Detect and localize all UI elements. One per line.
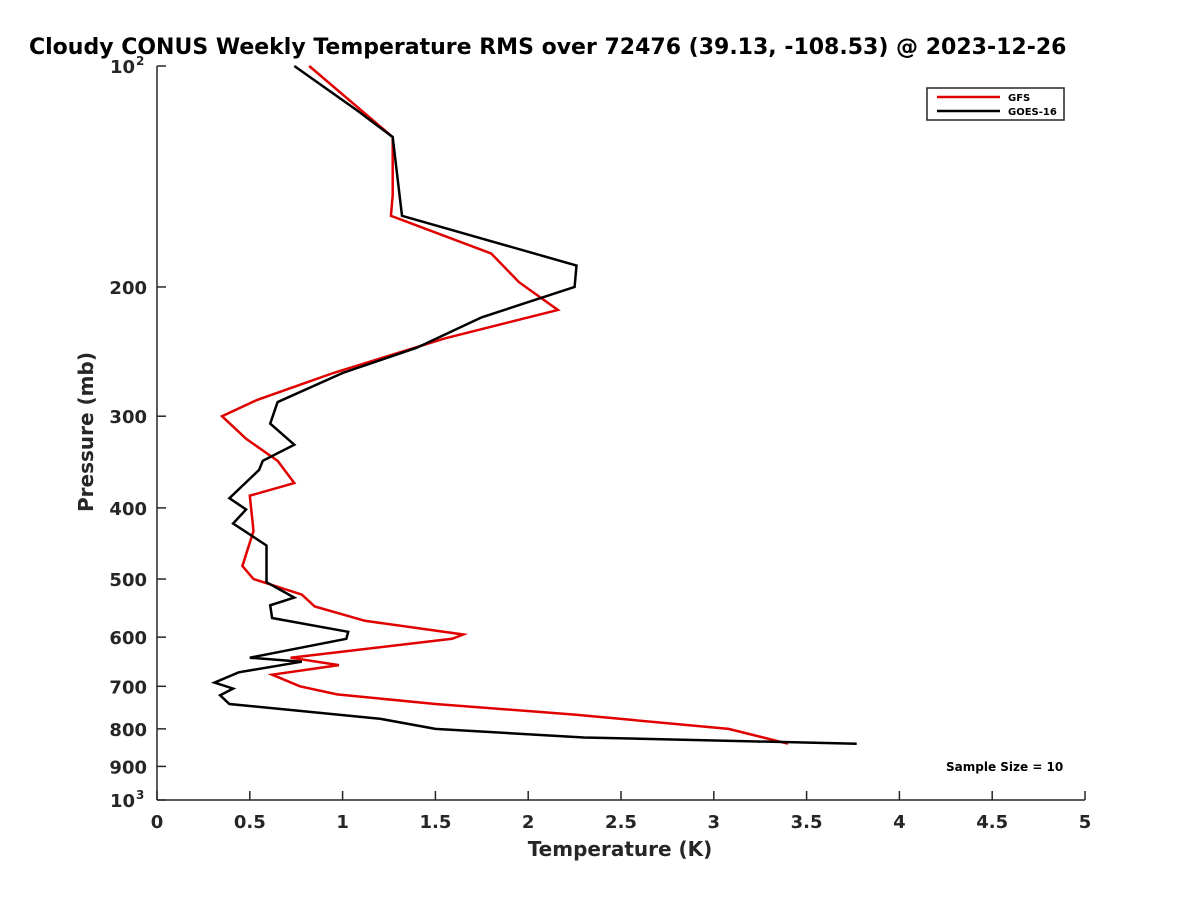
axes-layer: 0 0.5 1 1.5 2 2.5 3 3.5 4 4.5 510 22003004005006007…: [109, 54, 1091, 833]
x-tick-label: 0.5: [234, 812, 266, 833]
x-tick-label: 2: [522, 812, 535, 833]
x-tick-label: 3: [708, 812, 721, 833]
x-tick-label: 1.5: [419, 812, 451, 833]
legend-label-goes16: GOES-16: [1008, 107, 1057, 118]
x-tick-label: 2.5: [605, 812, 637, 833]
x-tick-label: 0: [151, 812, 164, 833]
y-tick-label: 600: [109, 628, 147, 649]
x-tick-label: 3.5: [791, 812, 823, 833]
series-line-gfs: [219, 65, 789, 745]
x-tick-label: 4: [893, 812, 906, 833]
legend-box: [926, 87, 1065, 121]
plot-area: 0 0.5 1 1.5 2 2.5 3 3.5 4 4.5 510 22003004005006007…: [109, 54, 1091, 833]
sample-size-annotation: Sample Size = 10: [946, 760, 1063, 774]
y-tick-label: 500: [109, 570, 147, 591]
legend-label-gfs: GFS: [1008, 93, 1030, 104]
y-tick-label: 700: [109, 677, 147, 698]
y-tick-label: 300: [109, 407, 147, 428]
chart-title: Cloudy CONUS Weekly Temperature RMS over…: [29, 35, 1066, 60]
x-tick-label: 5: [1079, 812, 1092, 833]
x-axis-label: Temperature (K): [528, 837, 713, 861]
y-tick-exponent: 3: [136, 788, 144, 802]
y-tick-label: 10: [110, 791, 135, 812]
series-line-goes-16: [210, 64, 857, 745]
y-tick-exponent: 2: [136, 54, 144, 68]
series-layer: [210, 64, 857, 745]
x-tick-label: 1: [336, 812, 349, 833]
y-tick-label: 800: [109, 720, 147, 741]
y-tick-label: 10: [110, 57, 135, 78]
x-tick-label: 4.5: [976, 812, 1008, 833]
y-tick-label: 900: [109, 757, 147, 778]
y-tick-label: 400: [109, 499, 147, 520]
y-tick-label: 200: [109, 278, 147, 299]
legend: GFS GOES-16: [926, 87, 1065, 121]
y-axis-label: Pressure (mb): [74, 352, 98, 512]
